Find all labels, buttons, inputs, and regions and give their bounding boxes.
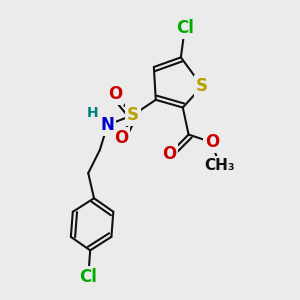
Text: O: O — [162, 145, 176, 163]
Text: Cl: Cl — [176, 20, 194, 38]
Text: O: O — [108, 85, 122, 103]
Text: S: S — [127, 106, 139, 124]
Text: O: O — [205, 133, 219, 151]
Text: N: N — [100, 116, 115, 134]
Text: Cl: Cl — [79, 268, 97, 286]
Text: CH₃: CH₃ — [204, 158, 235, 173]
Text: O: O — [114, 129, 128, 147]
Text: S: S — [196, 77, 208, 95]
Text: H: H — [86, 106, 98, 120]
